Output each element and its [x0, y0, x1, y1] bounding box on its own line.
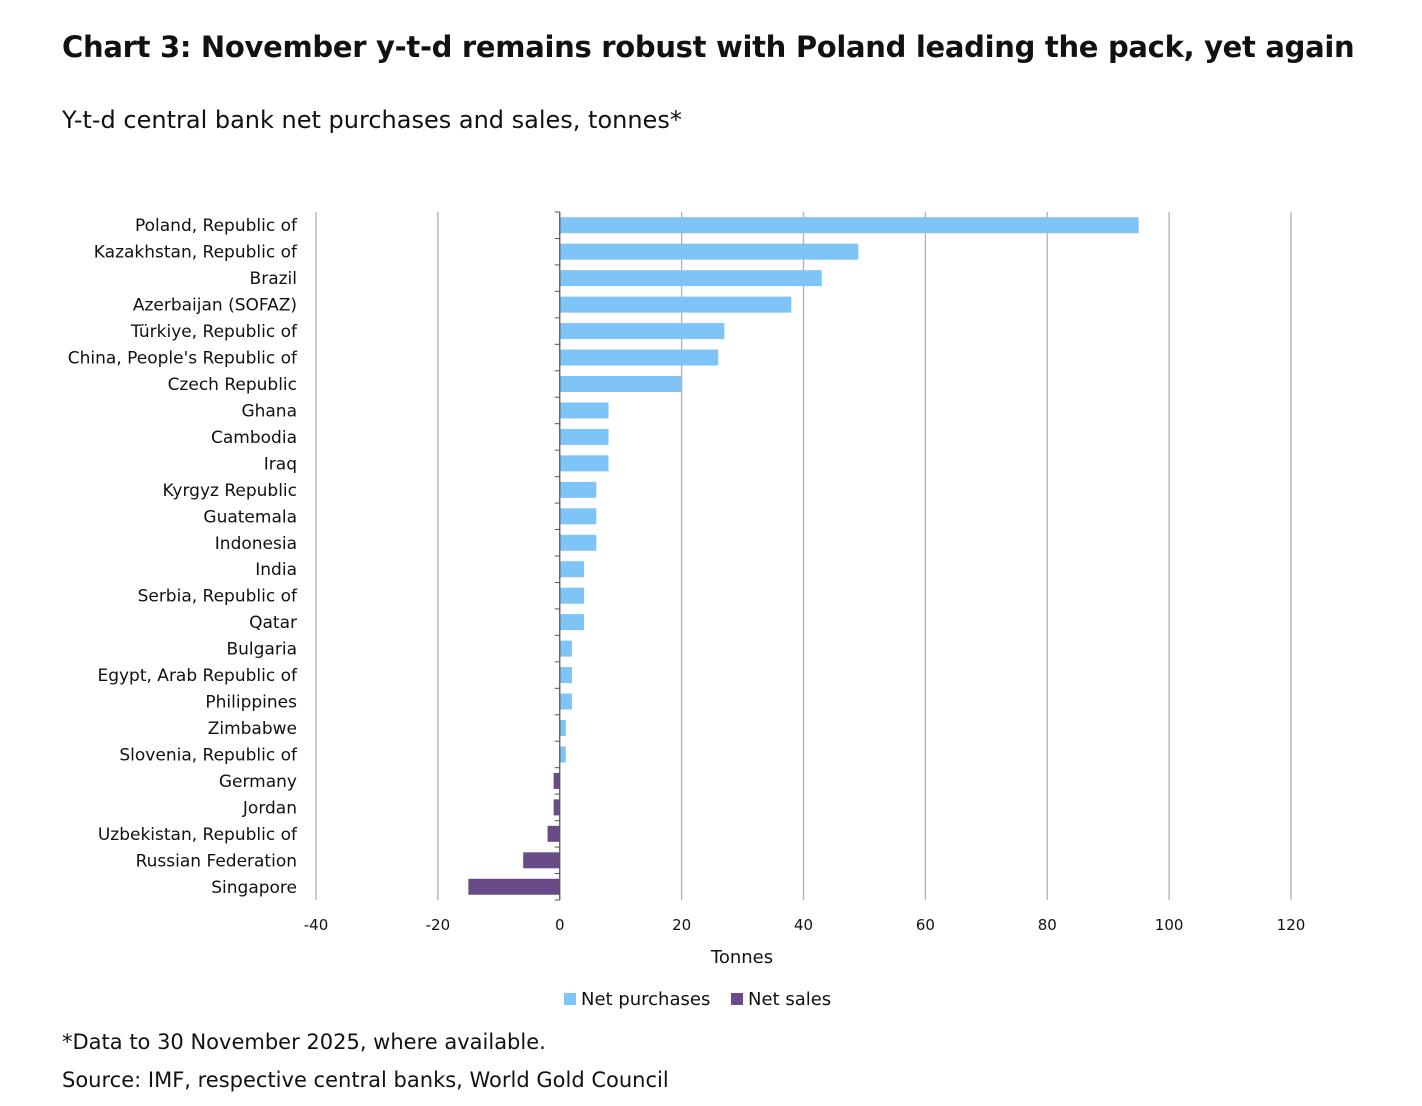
category-label-indonesia: Indonesia	[215, 534, 297, 554]
category-label-germany: Germany	[219, 772, 297, 792]
bar-zimbabwe	[559, 720, 566, 736]
legend-label-net-purchases: Net purchases	[581, 989, 710, 1010]
category-label-czech-republic: Czech Republic	[168, 375, 297, 395]
bar-singapore	[468, 878, 560, 895]
x-tick-labels: -40 -20 0 20 40 60 80 100 120	[304, 916, 1306, 934]
bar-indonesia	[559, 534, 597, 551]
x-tick-label: 0	[555, 916, 565, 934]
x-tick-label: 20	[672, 916, 691, 934]
bar-cambodia	[559, 428, 609, 445]
bar-jordan	[553, 799, 560, 816]
source-line: Source: IMF, respective central banks, W…	[62, 1068, 669, 1092]
x-tick-label: -20	[426, 916, 451, 934]
bar-kyrgyz-republic	[559, 481, 597, 498]
bar-kazakhstan-republic-of	[559, 243, 859, 260]
x-tick-label: 40	[794, 916, 813, 934]
category-label-kyrgyz-republic: Kyrgyz Republic	[163, 481, 298, 501]
bar-serbia-republic-of	[559, 587, 585, 604]
bar-germany	[553, 772, 560, 789]
category-label-zimbabwe: Zimbabwe	[208, 719, 297, 739]
x-axis-title: Tonnes	[710, 947, 773, 968]
bar-poland-republic-of	[559, 217, 1139, 234]
category-label-egypt-arab-republic-of: Egypt, Arab Republic of	[97, 666, 298, 686]
bar-czech-republic	[559, 376, 682, 392]
category-label-qatar: Qatar	[249, 613, 297, 633]
category-label-t-rkiye-republic-of: Türkiye, Republic of	[130, 322, 298, 342]
legend: Net purchases Net sales	[564, 989, 831, 1010]
legend-swatch-net-sales	[731, 993, 743, 1005]
bar-qatar	[559, 614, 585, 631]
bar-uzbekistan-republic-of	[547, 825, 560, 842]
category-label-philippines: Philippines	[205, 693, 297, 713]
legend-swatch-net-purchases	[564, 993, 576, 1005]
zero-axis	[554, 211, 561, 901]
category-label-bulgaria: Bulgaria	[227, 640, 298, 660]
footnote: *Data to 30 November 2025, where availab…	[62, 1030, 546, 1054]
category-label-poland-republic-of: Poland, Republic of	[135, 216, 298, 236]
bars	[468, 217, 1139, 895]
bar-brazil	[559, 270, 822, 287]
category-label-guatemala: Guatemala	[203, 507, 297, 527]
x-tick-label: 60	[916, 916, 935, 934]
category-label-serbia-republic-of: Serbia, Republic of	[138, 587, 298, 607]
category-label-slovenia-republic-of: Slovenia, Republic of	[119, 745, 298, 765]
x-tick-label: 80	[1038, 916, 1057, 934]
category-label-brazil: Brazil	[250, 269, 297, 289]
bar-iraq	[559, 455, 609, 472]
x-tick-label: -40	[304, 916, 329, 934]
bar-azerbaijan-sofaz	[559, 296, 792, 313]
category-label-cambodia: Cambodia	[211, 428, 297, 448]
category-labels: Poland, Republic of Kazakhstan, Republic …	[68, 216, 298, 898]
bar-egypt-arab-republic-of	[559, 667, 572, 684]
bar-bulgaria	[559, 640, 572, 657]
category-label-kazakhstan-republic-of: Kazakhstan, Republic of	[94, 243, 298, 263]
category-label-russian-federation: Russian Federation	[136, 851, 297, 871]
bar-ghana	[559, 402, 609, 419]
category-label-china-people-s-republic-of: China, People's Republic of	[68, 349, 298, 369]
chart-subtitle: Y-t-d central bank net purchases and sal…	[62, 106, 682, 134]
legend-label-net-sales: Net sales	[748, 989, 831, 1010]
bar-philippines	[559, 693, 572, 710]
bar-india	[559, 561, 585, 578]
category-label-india: India	[255, 560, 297, 580]
bar-t-rkiye-republic-of	[559, 323, 725, 340]
category-label-uzbekistan-republic-of: Uzbekistan, Republic of	[98, 825, 298, 845]
category-label-jordan: Jordan	[242, 798, 297, 818]
grid-lines	[315, 212, 1292, 900]
x-tick-label: 100	[1155, 916, 1184, 934]
category-label-iraq: Iraq	[264, 454, 297, 474]
bar-russian-federation	[523, 852, 560, 869]
bar-slovenia-republic-of	[559, 746, 566, 763]
category-label-singapore: Singapore	[211, 878, 297, 898]
category-label-azerbaijan-sofaz: Azerbaijan (SOFAZ)	[133, 296, 297, 316]
bar-china-people-s-republic-of	[559, 349, 719, 366]
category-label-ghana: Ghana	[241, 401, 297, 421]
x-tick-label: 120	[1277, 916, 1306, 934]
bar-guatemala	[559, 508, 597, 525]
chart-title: Chart 3: November y-t-d remains robust w…	[62, 30, 1355, 64]
